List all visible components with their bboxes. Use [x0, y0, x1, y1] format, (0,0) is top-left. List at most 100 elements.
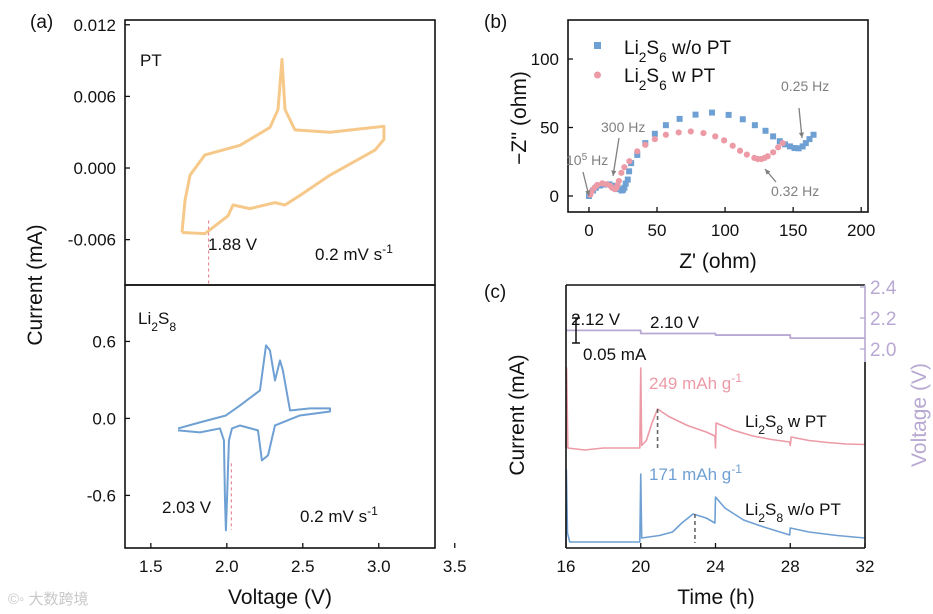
text-run: 2	[639, 78, 647, 93]
arrow-300-hz	[612, 137, 620, 177]
arrow-300-hz-head	[611, 170, 617, 176]
a-x-tick-label: 2.5	[291, 557, 315, 576]
text-run: 0.05 mA	[583, 345, 647, 364]
data-point-pink-circle	[615, 177, 623, 185]
c-x-tick-label: 28	[781, 557, 800, 576]
label-pt: PT	[140, 51, 162, 70]
data-point-pink-circle	[662, 131, 669, 138]
b-x-tick-label: 200	[847, 221, 875, 240]
data-point-blue-square	[776, 138, 783, 145]
data-point-blue-square	[621, 184, 628, 191]
data-point-blue-square	[626, 168, 633, 175]
text-run: -1	[382, 242, 393, 256]
text-run: Li	[624, 38, 639, 59]
axes-b	[567, 19, 869, 213]
current-trace-without-pt	[565, 469, 866, 544]
c-y2-tick-label: 2.0	[870, 340, 896, 361]
text-run: S	[646, 38, 659, 59]
annotation-10-5-hz: 105 Hz	[566, 152, 608, 169]
text-run: Li	[138, 309, 151, 328]
a-top-y-tick-label: -0.006	[68, 231, 116, 250]
text-run: 1.88 V	[208, 235, 258, 254]
text-run: 6	[659, 78, 667, 93]
label-scan-rate-bottom: 0.2 mV s-1	[300, 504, 378, 526]
text-run: 0.2 mV s	[315, 245, 382, 264]
text-run: w/o PT	[667, 38, 732, 59]
a-bottom-y-tick-label: -0.6	[87, 486, 116, 505]
legend-marker-blue	[594, 42, 601, 49]
data-point-pink-circle	[594, 181, 601, 189]
a-x-tick-label: 3.5	[443, 557, 467, 576]
arrow-0-25-hz-head	[798, 132, 805, 138]
text-run: −Z'' (ohm)	[508, 71, 531, 165]
text-run: Voltage (V)	[228, 586, 332, 609]
data-point-pink-circle	[687, 128, 694, 135]
data-point-blue-square	[624, 176, 631, 183]
a-x-tick-label: 2.0	[215, 557, 239, 576]
text-run: 8	[776, 423, 783, 437]
data-point-pink-circle	[618, 169, 625, 176]
text-run: 2	[758, 423, 765, 437]
data-point-blue-square	[795, 145, 802, 152]
cv-curve-pt	[180, 57, 386, 236]
data-point-blue-square	[634, 151, 641, 158]
cv-curve-li2s8	[177, 344, 331, 532]
data-point-pink-circle	[621, 164, 628, 171]
data-point-blue-square	[739, 116, 746, 123]
b-y-tick-label: 100	[531, 50, 559, 69]
c-x-tick-label: 16	[557, 557, 576, 576]
text-run: -1	[731, 462, 742, 476]
legend-label-without-pt: Li2S6 w/o PT	[624, 38, 732, 65]
data-point-pink-circle	[729, 142, 736, 149]
label-scan-rate-top: 0.2 mV s-1	[315, 242, 393, 264]
panel-label-c: (c)	[484, 282, 506, 303]
legend-label-with-pt: Li2S6 w PT	[624, 66, 716, 93]
text-run: Time (h)	[677, 586, 754, 609]
c-y2-tick-label: 2.4	[870, 278, 897, 299]
data-point-blue-square	[622, 180, 629, 187]
data-point-blue-square	[810, 131, 817, 138]
data-point-pink-circle	[764, 153, 771, 160]
current-trace-with-pt	[565, 367, 866, 451]
text-run: w PT	[667, 66, 716, 87]
text-run: Current (mA)	[506, 354, 529, 475]
a-bottom-y-tick-label: 0.0	[92, 409, 116, 428]
data-point-pink-circle	[721, 137, 728, 144]
b-y-tick-label: 0	[550, 187, 559, 206]
b-x-tick-label: 100	[711, 221, 739, 240]
data-point-blue-square	[692, 111, 699, 118]
data-point-pink-circle	[675, 129, 682, 136]
text-run: (b)	[484, 12, 507, 33]
data-point-blue-square	[651, 130, 658, 137]
text-run: 8	[169, 320, 176, 334]
data-point-pink-circle	[775, 144, 782, 151]
data-point-blue-square	[751, 122, 758, 129]
b-x-tick-label: 50	[648, 221, 667, 240]
y-axis-label-a: Current (mA)	[24, 224, 47, 345]
text-run: -1	[367, 504, 378, 518]
text-run: w PT	[783, 412, 826, 431]
text-run: 10	[566, 152, 582, 168]
data-point-blue-square	[709, 109, 716, 116]
a-x-tick-label: 1.5	[139, 557, 163, 576]
text-run: Li	[745, 412, 758, 431]
legend-marker-pink	[594, 71, 601, 79]
text-run: w/o PT	[783, 500, 841, 519]
data-point-pink-circle	[651, 136, 658, 143]
text-run: 2	[151, 320, 158, 334]
data-point-pink-circle	[626, 158, 633, 165]
y2-axis-label-c: Voltage (V)	[908, 363, 931, 467]
text-run: PT	[140, 51, 162, 70]
text-run: S	[765, 412, 776, 431]
trace-label-with-pt: Li2S8 w PT	[745, 412, 827, 437]
text-run: 6	[659, 50, 667, 65]
trace-label-without-pt: Li2S8 w/o PT	[745, 500, 841, 525]
text-run: 0.25 Hz	[781, 78, 829, 94]
data-point-blue-square	[791, 145, 798, 152]
data-point-pink-circle	[700, 130, 707, 137]
c-x-tick-label: 20	[631, 557, 650, 576]
text-run: 0.2 mV s	[300, 507, 367, 526]
b-x-tick-label: 150	[779, 221, 807, 240]
text-run: 0.32 Hz	[771, 183, 819, 199]
